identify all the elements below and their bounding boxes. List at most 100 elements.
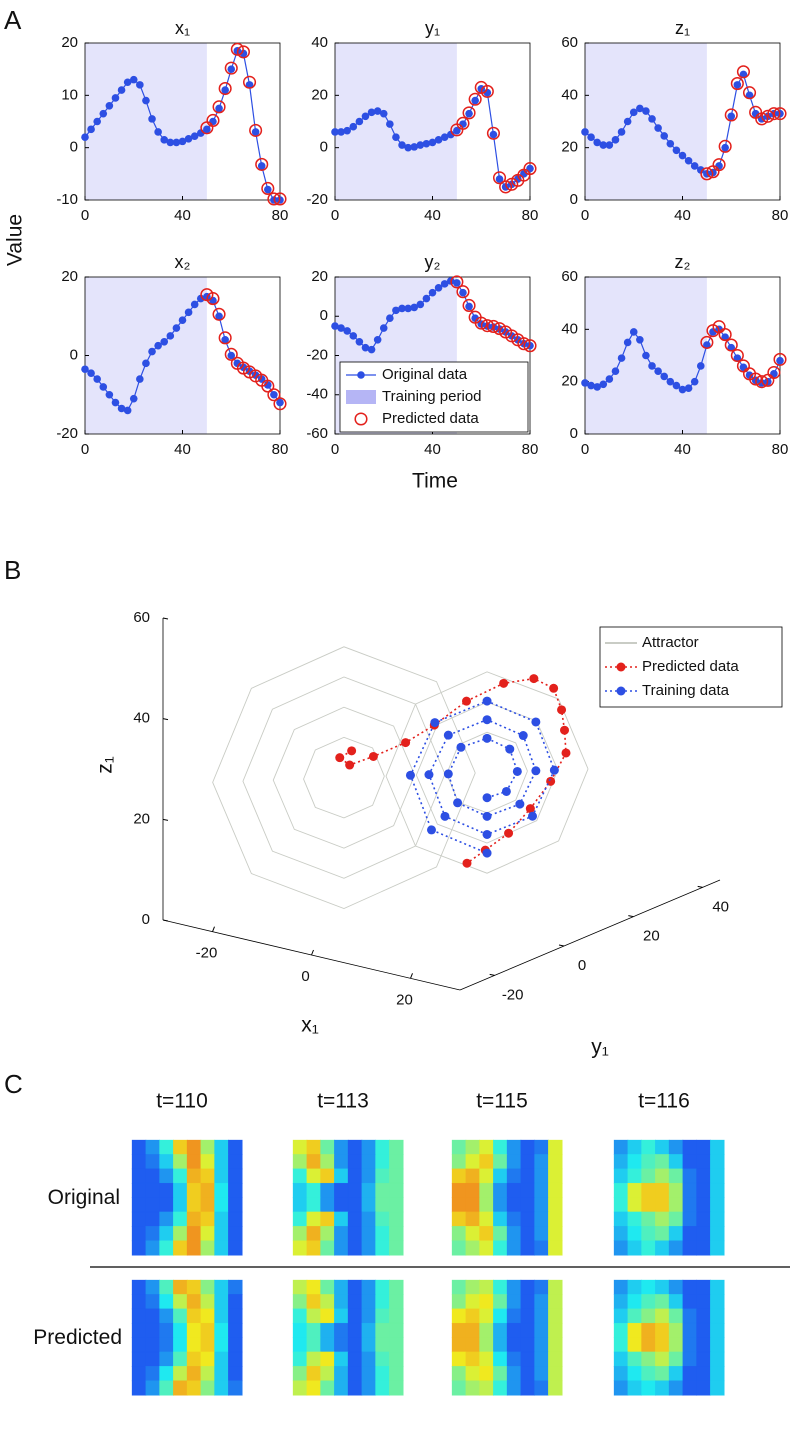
heatmap-cell: [320, 1182, 335, 1199]
data-point: [593, 138, 601, 147]
heatmap-cell: [186, 1139, 202, 1155]
heatmap-cell: [627, 1294, 643, 1310]
heatmap-cell: [465, 1226, 481, 1242]
data-point: [605, 141, 614, 149]
column-title: t=110: [156, 1090, 208, 1113]
heatmap-cell: [655, 1168, 670, 1184]
heatmap-cell: [334, 1294, 349, 1310]
trajectory-point: [560, 725, 570, 735]
data-point: [721, 333, 729, 341]
heatmap-cell: [200, 1337, 216, 1353]
heatmap-cell: [320, 1226, 335, 1242]
heatmap-cell: [520, 1211, 536, 1227]
heatmap-cell: [641, 1308, 656, 1324]
predicted-point: [724, 338, 738, 352]
heatmap-cell: [493, 1351, 508, 1367]
heatmap-cell: [506, 1226, 522, 1242]
heatmap-cell: [186, 1380, 202, 1396]
heatmap-cell: [493, 1322, 508, 1339]
data-point: [696, 362, 705, 370]
trajectory-point: [482, 715, 492, 725]
heatmap-cell: [292, 1154, 308, 1170]
heatmap-cell: [292, 1240, 308, 1256]
heatmap-cell: [479, 1139, 494, 1155]
data-point: [142, 359, 150, 368]
legend-label: Original data: [382, 366, 468, 383]
heatmap-cell: [520, 1351, 536, 1367]
heatmap-cell: [710, 1226, 725, 1242]
data-point: [660, 372, 669, 381]
heatmap-cell: [479, 1182, 494, 1199]
x-tick-label: 0: [581, 441, 589, 458]
predicted-point: [212, 307, 226, 321]
heatmap-cell: [627, 1168, 643, 1184]
heatmap-cell: [292, 1182, 308, 1199]
heatmap-cell: [627, 1380, 643, 1396]
trajectory-point: [482, 793, 492, 803]
subplot-title: x₂: [175, 252, 191, 272]
heatmap-cell: [479, 1279, 494, 1295]
heatmap-cell: [493, 1240, 508, 1256]
heatmap-cell: [200, 1366, 216, 1382]
x-tick: [311, 949, 314, 956]
heatmap-cell: [173, 1337, 188, 1353]
data-point: [465, 302, 473, 311]
heatmap-cell: [375, 1211, 390, 1227]
heatmap-cell: [655, 1197, 670, 1213]
heatmap-cell: [451, 1197, 467, 1213]
heatmap-cell: [334, 1279, 349, 1295]
trajectory-point: [401, 738, 411, 748]
heatmap-cell: [696, 1168, 711, 1184]
heatmap-cell: [200, 1279, 216, 1295]
legend-label: Attractor: [642, 634, 699, 651]
data-point: [142, 96, 150, 105]
heatmap-cell: [668, 1308, 684, 1324]
heatmap-cell: [145, 1226, 161, 1242]
heatmap-cell: [655, 1279, 670, 1295]
predicted-point: [249, 123, 263, 137]
predicted-point: [700, 335, 714, 349]
legend-label: Predicted data: [382, 410, 479, 427]
heatmap-cell: [641, 1211, 656, 1227]
heatmap-cell: [389, 1366, 404, 1382]
data-point: [440, 280, 449, 288]
heatmap-cell: [668, 1294, 684, 1310]
panel-label: B: [4, 555, 21, 585]
subplot-title: z₂: [675, 252, 691, 272]
heatmap-cell: [465, 1168, 481, 1184]
data-point: [623, 117, 632, 126]
y-tick-label: 60: [561, 268, 578, 285]
heatmap-cell: [389, 1294, 404, 1310]
subplot-title: z₁: [675, 18, 690, 38]
heatmap-cell: [479, 1322, 494, 1339]
heatmap-cell: [186, 1226, 202, 1242]
data-point: [428, 138, 437, 147]
heatmap-cell: [520, 1226, 536, 1242]
heatmap-cell: [306, 1226, 322, 1242]
heatmap-cell: [306, 1240, 322, 1256]
heatmap-cell: [375, 1197, 390, 1213]
predicted-point: [236, 45, 250, 59]
heatmap-cell: [668, 1139, 684, 1155]
predicted-point: [767, 107, 781, 121]
heatmap-cell: [655, 1226, 670, 1242]
heatmap-cell: [334, 1322, 349, 1339]
heatmap-cell: [682, 1380, 698, 1396]
heatmap-cell: [479, 1294, 494, 1310]
heatmap-cell: [613, 1351, 629, 1367]
x-tick-label: 80: [272, 207, 289, 224]
heatmap-cell: [534, 1322, 549, 1339]
heatmap-cell: [347, 1139, 363, 1155]
heatmap-cell: [710, 1240, 725, 1256]
data-point: [361, 343, 370, 352]
heatmap-cell: [347, 1279, 363, 1295]
heatmap-cell: [347, 1322, 363, 1339]
data-point: [245, 367, 254, 376]
panel-label: C: [4, 1069, 23, 1099]
heatmap-cell: [186, 1366, 202, 1382]
heatmap-cell: [613, 1182, 629, 1199]
heatmap-cell: [292, 1351, 308, 1367]
heatmap-cell: [186, 1197, 202, 1213]
y-tick-label: 0: [570, 425, 578, 442]
y-tick-label: -40: [306, 386, 328, 403]
